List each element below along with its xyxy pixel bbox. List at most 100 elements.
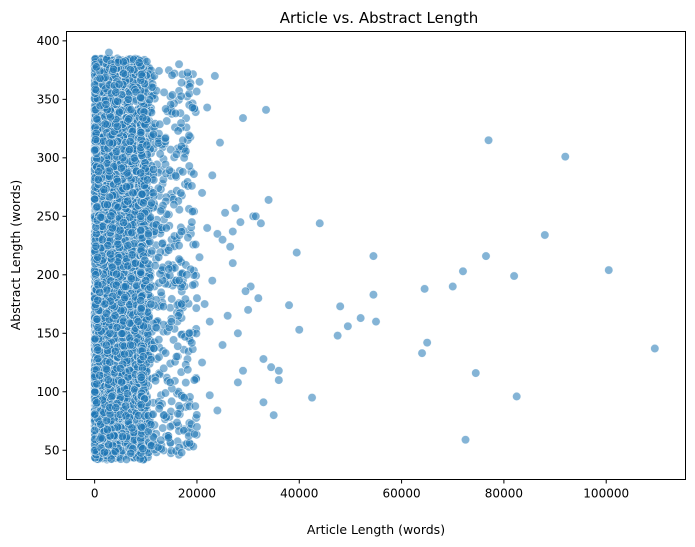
- scatter-point: [169, 200, 179, 210]
- scatter-point: [102, 425, 112, 435]
- scatter-point: [101, 340, 111, 350]
- scatter-point: [136, 400, 146, 410]
- scatter-point: [122, 389, 132, 399]
- scatter-point: [164, 245, 174, 255]
- scatter-point: [202, 103, 212, 113]
- scatter-point: [218, 235, 228, 245]
- scatter-point: [181, 378, 191, 388]
- scatter-point: [178, 167, 188, 177]
- scatter-point: [106, 211, 116, 221]
- y-tick-label: 200: [37, 268, 60, 282]
- scatter-point: [136, 226, 146, 236]
- scatter-point: [156, 206, 166, 216]
- scatter-point: [93, 252, 103, 262]
- scatter-point: [124, 94, 134, 104]
- scatter-point: [540, 230, 550, 240]
- scatter-point: [113, 96, 123, 106]
- y-tick-label: 250: [37, 209, 60, 223]
- scatter-point: [172, 418, 182, 428]
- scatter-point: [91, 134, 101, 144]
- scatter-point: [92, 202, 102, 212]
- scatter-point: [156, 435, 166, 445]
- scatter-point: [118, 57, 128, 67]
- scatter-point: [91, 270, 101, 280]
- scatter-point: [251, 211, 261, 221]
- scatter-point: [120, 293, 130, 303]
- scatter-point: [197, 358, 207, 368]
- scatter-point: [461, 435, 471, 445]
- scatter-point: [93, 280, 103, 290]
- scatter-point: [182, 270, 192, 280]
- scatter-point: [138, 113, 148, 123]
- scatter-point: [335, 301, 345, 311]
- scatter-point: [225, 242, 235, 252]
- scatter-point: [159, 363, 169, 373]
- scatter-point: [212, 405, 222, 415]
- scatter-point: [147, 198, 157, 208]
- scatter-point: [207, 170, 217, 180]
- scatter-point: [356, 313, 366, 323]
- scatter-point: [97, 235, 107, 245]
- scatter-point: [90, 84, 100, 94]
- scatter-point: [174, 59, 184, 69]
- scatter-point: [184, 161, 194, 171]
- x-tick-label: 80000: [485, 487, 523, 501]
- scatter-point: [187, 338, 197, 348]
- scatter-point: [106, 249, 116, 259]
- scatter-point: [115, 225, 125, 235]
- scatter-point: [185, 82, 195, 92]
- scatter-point: [125, 136, 135, 146]
- scatter-point: [161, 104, 171, 114]
- scatter-point: [238, 366, 248, 376]
- scatter-point: [111, 280, 121, 290]
- scatter-point: [147, 82, 157, 92]
- scatter-point: [120, 281, 130, 291]
- scatter-point: [174, 275, 184, 285]
- scatter-point: [205, 390, 215, 400]
- scatter-point: [156, 287, 166, 297]
- scatter-point: [200, 299, 210, 309]
- scatter-point: [148, 188, 158, 198]
- scatter-point: [145, 282, 155, 292]
- scatter-point: [113, 176, 123, 186]
- scatter-point: [422, 338, 432, 348]
- scatter-point: [106, 454, 116, 464]
- scatter-point: [123, 241, 133, 251]
- scatter-point: [192, 87, 202, 97]
- scatter-point: [150, 261, 160, 271]
- scatter-point: [190, 401, 200, 411]
- scatter-point: [92, 379, 102, 389]
- scatter-point: [117, 377, 127, 387]
- scatter-point: [104, 192, 114, 202]
- scatter-point: [471, 368, 481, 378]
- scatter-point: [187, 207, 197, 217]
- scatter-point: [167, 90, 177, 100]
- chart-title: Article vs. Abstract Length: [280, 9, 479, 27]
- scatter-point: [256, 218, 266, 228]
- scatter-point: [188, 280, 198, 290]
- scatter-point: [223, 311, 233, 321]
- scatter-point: [154, 335, 164, 345]
- scatter-point: [191, 240, 201, 250]
- scatter-point: [173, 126, 183, 136]
- scatter-point: [119, 218, 129, 228]
- scatter-point: [90, 334, 100, 344]
- scatter-point: [121, 411, 131, 421]
- scatter-point: [110, 311, 120, 321]
- scatter-point: [121, 454, 131, 464]
- scatter-point: [420, 284, 430, 294]
- scatter-point: [134, 58, 144, 68]
- scatter-point: [154, 252, 164, 262]
- scatter-point: [235, 217, 245, 227]
- scatter-point: [161, 348, 171, 358]
- scatter-point: [212, 229, 222, 239]
- scatter-point: [484, 135, 494, 145]
- scatter-point: [368, 290, 378, 300]
- scatter-point: [261, 105, 271, 115]
- scatter-point: [114, 107, 124, 117]
- y-tick-label: 150: [37, 326, 60, 340]
- scatter-point: [151, 322, 161, 332]
- scatter-point: [96, 433, 106, 443]
- x-tick-label: 0: [91, 487, 99, 501]
